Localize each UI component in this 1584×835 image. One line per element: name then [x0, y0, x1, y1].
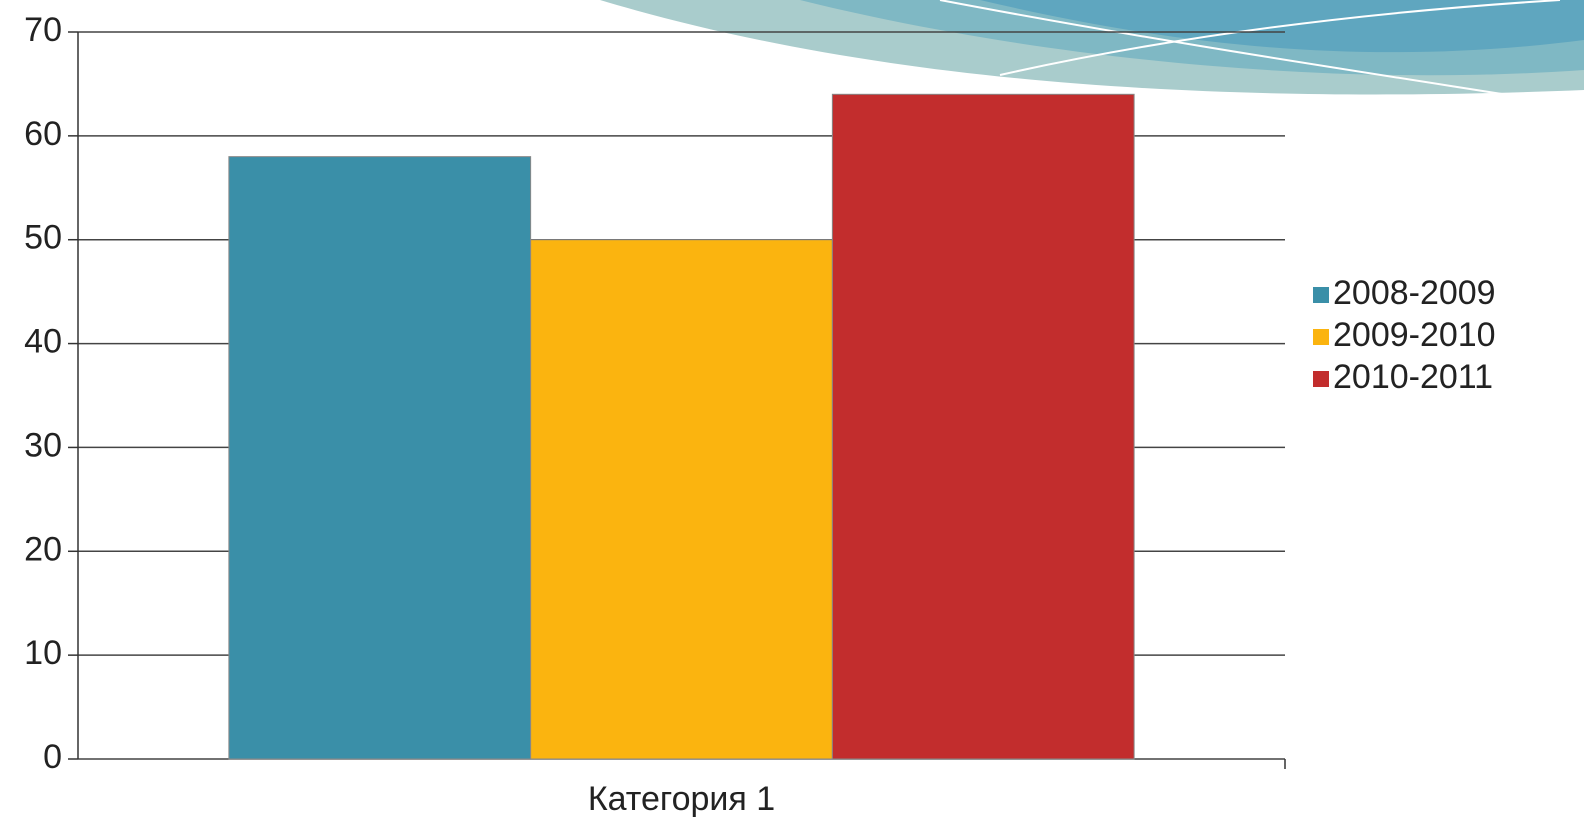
y-tick-label: 60: [24, 115, 62, 153]
bar: [530, 239, 833, 760]
legend-swatch: [1313, 329, 1329, 345]
legend-label: 2010-2011: [1333, 358, 1493, 396]
y-tick-label: 10: [24, 634, 62, 672]
decoration: [600, 0, 1584, 101]
legend-swatch: [1313, 371, 1329, 387]
y-tick-label: 50: [24, 219, 62, 257]
legend-swatch: [1313, 287, 1329, 303]
legend-label: 2009-2010: [1333, 316, 1496, 354]
x-tick-label: Категория 1: [588, 780, 775, 818]
bar: [228, 156, 532, 760]
y-tick-label: 70: [24, 11, 62, 49]
legend-label: 2008-2009: [1333, 274, 1496, 312]
y-tick-label: 30: [24, 426, 62, 464]
y-tick-label: 0: [43, 738, 62, 776]
y-tick-label: 20: [24, 530, 62, 568]
y-tick-label: 40: [24, 323, 62, 361]
bar: [831, 93, 1135, 760]
